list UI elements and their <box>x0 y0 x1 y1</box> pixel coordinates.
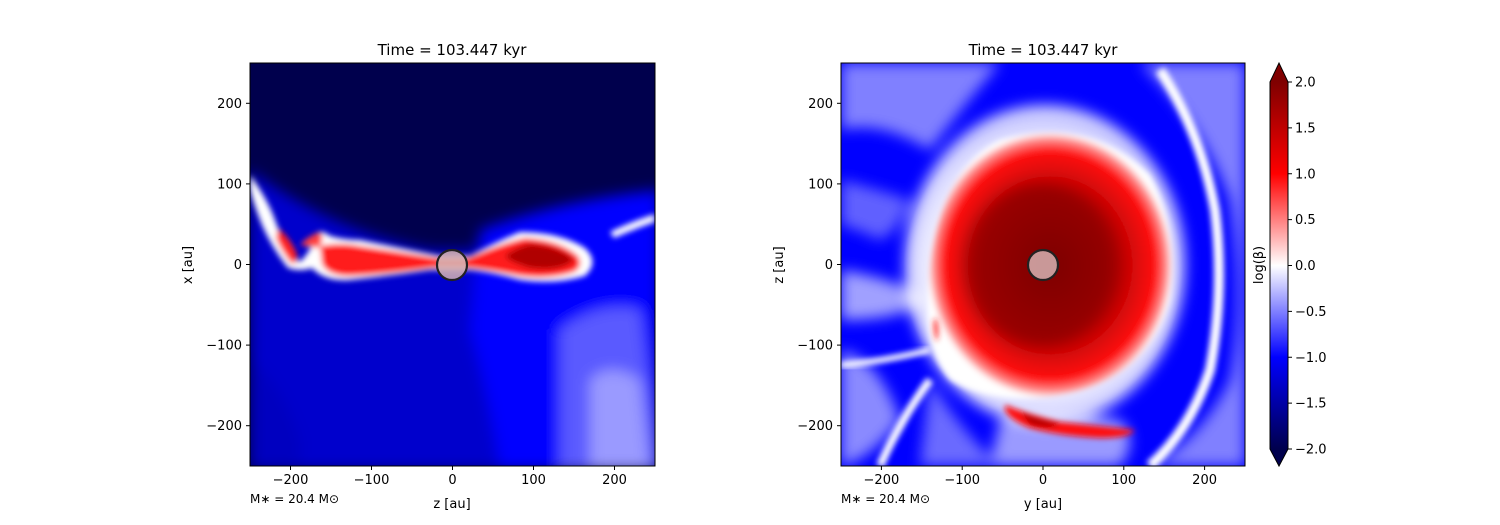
left-y-tick-label: 100 <box>217 177 242 192</box>
colorbar-tick-label: −0.5 <box>1295 305 1327 320</box>
right-mass-annotation: M∗ = 20.4 M⊙ <box>841 492 930 506</box>
right-y-tick-label: −200 <box>797 419 833 434</box>
left-y-tick-label: −100 <box>206 339 242 354</box>
left-y-tick-label: 0 <box>234 258 242 273</box>
colorbar-extend-max <box>1270 63 1288 82</box>
right-y-tick-label: 100 <box>808 177 833 192</box>
right-panel: −200 −100 0 100 200 −200 −100 0 100 200 Time = 10… <box>772 41 1246 512</box>
left-mass-annotation: M∗ = 20.4 M⊙ <box>250 492 339 506</box>
right-x-tick-label: 200 <box>1192 473 1217 488</box>
left-y-axis-label: x [au] <box>181 246 196 284</box>
colorbar-label: log(β) <box>1252 246 1267 284</box>
right-x-tick-label: −100 <box>944 473 980 488</box>
right-y-tick-label: −100 <box>797 339 833 354</box>
left-x-tick-label: −200 <box>273 473 309 488</box>
left-sink-particle <box>435 248 469 282</box>
left-heatmap <box>250 63 655 466</box>
right-y-tick-label: 0 <box>825 258 833 273</box>
right-axis-ticks: −200 −100 0 100 200 −200 −100 0 100 200 <box>797 97 1217 488</box>
colorbar-tick-label: −1.5 <box>1295 397 1327 412</box>
colorbar-tick-label: −2.0 <box>1295 443 1327 458</box>
colorbar: 2.0 1.5 1.0 0.5 0.0 −0.5 −1.0 −1.5 −2.0 log(β) <box>1252 61 1327 468</box>
colorbar-gradient <box>1270 82 1288 449</box>
right-x-tick-label: 0 <box>1039 473 1047 488</box>
colorbar-tick-label: 1.5 <box>1295 121 1316 136</box>
right-sink-particle <box>1026 248 1060 282</box>
colorbar-tick-label: 0.5 <box>1295 213 1316 228</box>
colorbar-tick-label: 0.0 <box>1295 259 1316 274</box>
right-x-tick-label: 100 <box>1111 473 1136 488</box>
colorbar-extend-min <box>1270 449 1288 466</box>
colorbar-tick-label: 2.0 <box>1295 76 1316 91</box>
right-heatmap <box>841 63 1245 466</box>
right-title: Time = 103.447 kyr <box>968 41 1119 59</box>
right-x-axis-label: y [au] <box>1024 497 1062 512</box>
left-x-tick-label: 100 <box>521 473 546 488</box>
left-x-tick-label: −100 <box>354 473 390 488</box>
colorbar-tick-label: 1.0 <box>1295 167 1316 182</box>
right-x-tick-label: −200 <box>864 473 900 488</box>
right-y-tick-label: 200 <box>808 97 833 112</box>
left-axis-ticks: −200 −100 0 100 200 −200 −100 0 100 200 <box>206 97 627 488</box>
colorbar-ticks: 2.0 1.5 1.0 0.5 0.0 −0.5 −1.0 −1.5 −2.0 <box>1288 76 1327 458</box>
left-x-tick-label: 0 <box>448 473 456 488</box>
colorbar-tick-label: −1.0 <box>1295 351 1327 366</box>
left-title: Time = 103.447 kyr <box>377 41 528 59</box>
left-y-tick-label: 200 <box>217 97 242 112</box>
left-panel: −200 −100 0 100 200 −200 −100 0 100 200 Time = 10… <box>181 41 656 512</box>
right-y-axis-label: z [au] <box>772 246 787 283</box>
left-x-axis-label: z [au] <box>433 497 470 512</box>
left-y-tick-label: −200 <box>206 419 242 434</box>
left-x-tick-label: 200 <box>602 473 627 488</box>
